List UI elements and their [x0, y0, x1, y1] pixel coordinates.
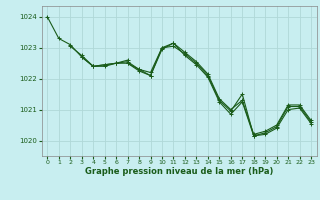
X-axis label: Graphe pression niveau de la mer (hPa): Graphe pression niveau de la mer (hPa) [85, 167, 273, 176]
